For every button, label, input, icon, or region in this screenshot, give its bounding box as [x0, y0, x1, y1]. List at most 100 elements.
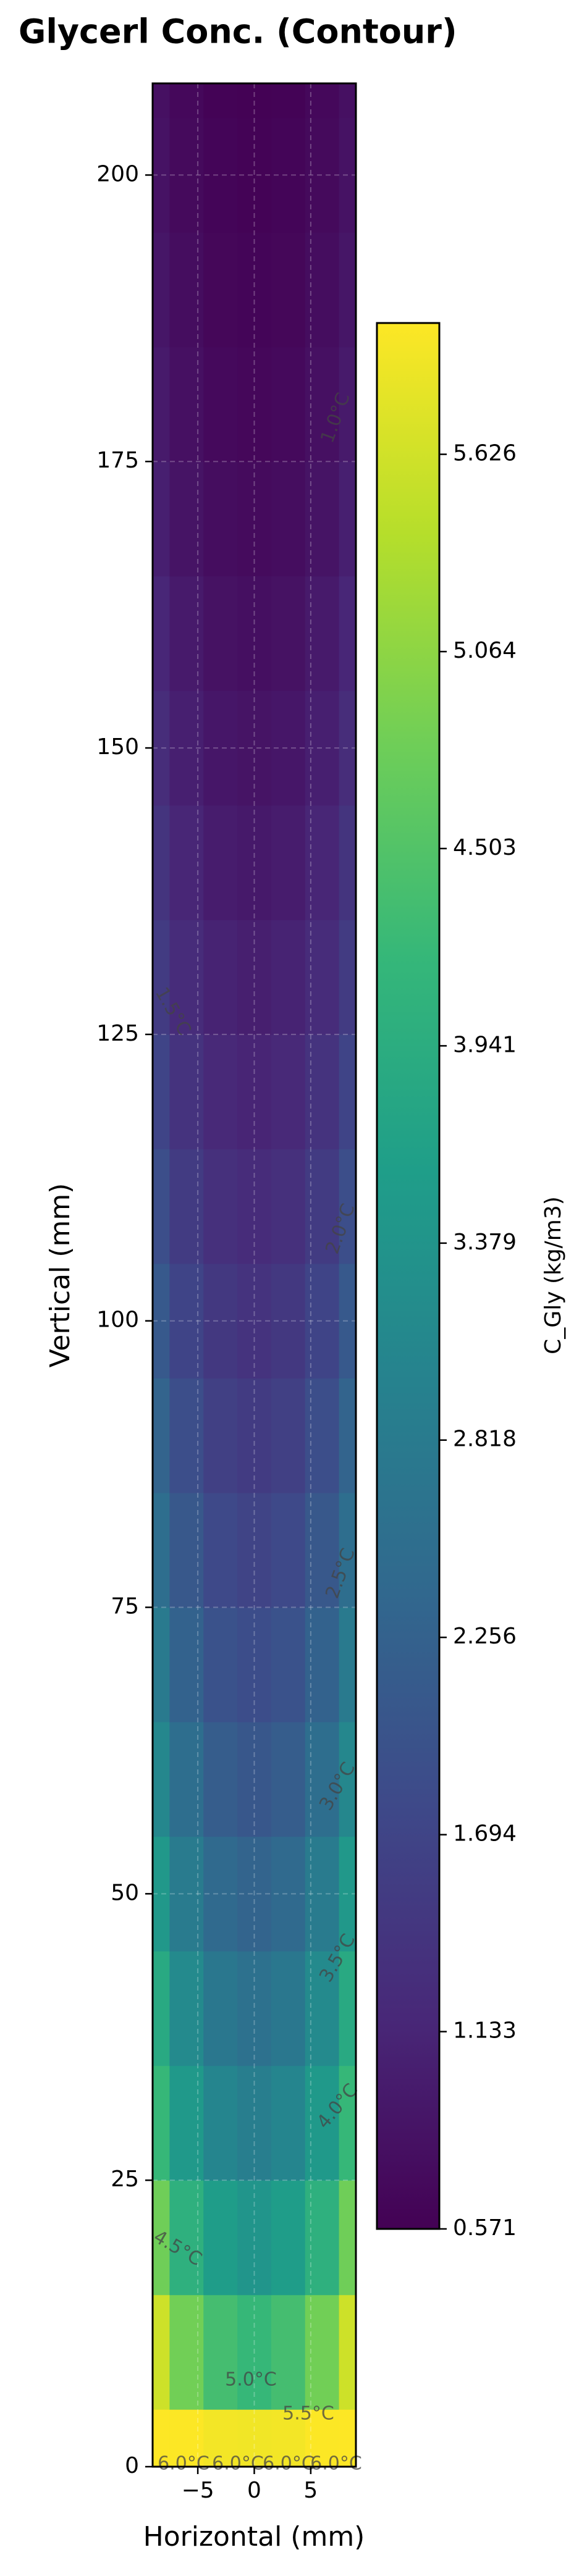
contour-cell	[237, 1378, 272, 1493]
contour-cell	[339, 232, 356, 348]
x-tick-label: 0	[247, 2478, 261, 2503]
contour-cell	[153, 2409, 170, 2467]
contour-cell	[203, 2294, 238, 2410]
contour-cell	[339, 1951, 356, 2066]
y-tick-label: 175	[96, 448, 139, 473]
contour-cell	[203, 1034, 238, 1149]
contour-cell	[271, 461, 306, 577]
contour-cell	[339, 1034, 356, 1149]
contour-cell	[153, 2065, 170, 2181]
contour-cell	[153, 1607, 170, 1722]
contour-cell	[237, 117, 272, 233]
contour-cell	[169, 1836, 204, 1952]
contour-cell	[339, 576, 356, 691]
contour-cell	[237, 805, 272, 920]
contour-label: 6.0°C	[212, 2453, 264, 2475]
contour-cell	[305, 117, 340, 233]
contour-cell	[203, 1951, 238, 2066]
contour-cell	[305, 1034, 340, 1149]
y-tick-label: 0	[125, 2453, 139, 2478]
contour-label: 5.0°C	[225, 2369, 277, 2391]
contour-cell	[153, 1951, 170, 2066]
colorbar-tick-label: 0.571	[453, 2215, 517, 2241]
contour-cell	[153, 1378, 170, 1493]
contour-cell	[339, 2180, 356, 2296]
contour-cell	[271, 232, 306, 348]
contour-cell	[203, 232, 238, 348]
contour-cell	[271, 346, 306, 462]
contour-cell	[339, 1493, 356, 1608]
contour-cell	[305, 920, 340, 1035]
contour-cell	[271, 1034, 306, 1149]
contour-label: 6.0°C	[263, 2453, 315, 2475]
y-tick-label: 200	[96, 161, 139, 187]
contour-cell	[305, 1493, 340, 1608]
y-tick-label: 150	[96, 734, 139, 760]
contour-cell	[237, 576, 272, 691]
contour-cell	[271, 920, 306, 1035]
contour-cell	[169, 461, 204, 577]
contour-cell	[271, 690, 306, 806]
contour-cell	[169, 690, 204, 806]
contour-cell	[169, 346, 204, 462]
contour-cell	[203, 2409, 238, 2467]
contour-cell	[305, 1951, 340, 2066]
y-tick-label: 125	[96, 1021, 139, 1046]
colorbar-tick-label: 2.256	[453, 1624, 517, 1649]
contour-cell	[237, 2294, 272, 2410]
colorbar-tick-label: 2.818	[453, 1427, 517, 1452]
contour-cell	[237, 2065, 272, 2181]
contour-cell	[203, 1263, 238, 1378]
contour-cell	[153, 1263, 170, 1378]
contour-cell	[271, 805, 306, 920]
contour-cell	[203, 461, 238, 577]
contour-cell	[271, 1149, 306, 1264]
contour-cell	[169, 1034, 204, 1149]
contour-cell	[169, 2409, 204, 2467]
contour-cell	[237, 1263, 272, 1378]
contour-cell	[237, 1722, 272, 1837]
contour-cell	[305, 461, 340, 577]
contour-cell	[153, 576, 170, 691]
contour-cell	[271, 1951, 306, 2066]
colorbar-tick-label: 5.626	[453, 441, 517, 466]
contour-cell	[271, 1722, 306, 1837]
contour-cell	[203, 2065, 238, 2181]
contour-cell	[271, 1378, 306, 1493]
contour-cell	[203, 1378, 238, 1493]
contour-cell	[153, 2180, 170, 2296]
contour-cell	[339, 1378, 356, 1493]
contour-cell	[339, 346, 356, 462]
y-tick-label: 50	[111, 1880, 139, 1905]
contour-cell	[169, 1149, 204, 1264]
contour-cell	[169, 1263, 204, 1378]
contour-cell	[153, 805, 170, 920]
x-tick-label: 5	[303, 2478, 318, 2503]
contour-cell	[153, 117, 170, 233]
contour-cell	[305, 2294, 340, 2410]
contour-cell	[339, 920, 356, 1035]
contour-cell	[271, 1263, 306, 1378]
contour-cell	[305, 346, 340, 462]
contour-cell	[305, 2180, 340, 2296]
y-tick-label: 100	[96, 1307, 139, 1333]
contour-cell	[153, 232, 170, 348]
contour-cell	[339, 1263, 356, 1378]
contour-cell	[237, 232, 272, 348]
contour-cell	[271, 1607, 306, 1722]
contour-cell	[203, 576, 238, 691]
contour-cell	[237, 1951, 272, 2066]
contour-cell	[271, 117, 306, 233]
contour-cell	[153, 461, 170, 577]
contour-cell	[153, 346, 170, 462]
colorbar-label: C_Gly (kg/m3)	[541, 1196, 566, 1354]
contour-cell	[153, 2294, 170, 2410]
contour-cell	[237, 2180, 272, 2296]
contour-cell	[271, 2294, 306, 2410]
colorbar-tick-label: 4.503	[453, 835, 517, 860]
x-tick-label: −5	[182, 2478, 214, 2503]
contour-cell	[203, 805, 238, 920]
contour-cell	[305, 2065, 340, 2181]
contour-cell	[271, 576, 306, 691]
contour-cell	[339, 2294, 356, 2410]
